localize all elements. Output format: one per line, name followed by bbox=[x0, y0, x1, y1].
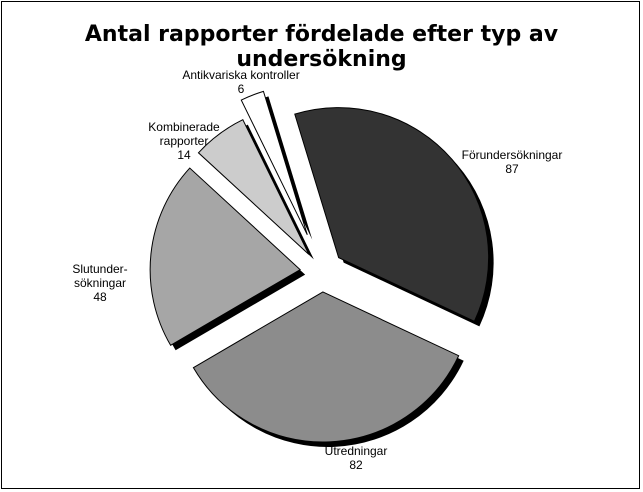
slice bbox=[149, 167, 301, 346]
slice-value: 82 bbox=[349, 458, 363, 472]
slice-group bbox=[240, 90, 313, 240]
slice-label: Slutunder- sökningar bbox=[72, 262, 128, 290]
slice bbox=[240, 90, 308, 236]
slice-group bbox=[192, 291, 464, 447]
slice-label: Utredningar bbox=[324, 444, 388, 458]
slice-value: 6 bbox=[237, 82, 245, 96]
slice-group bbox=[197, 119, 314, 260]
slice bbox=[197, 119, 310, 255]
slice bbox=[192, 291, 460, 443]
slice-label: Antikvariska kontroller bbox=[182, 68, 300, 82]
slice-label: Förundersökningar bbox=[461, 148, 563, 162]
chart-title: Antal rapporter fördelade efter typ av u… bbox=[84, 22, 559, 72]
slice-value: 48 bbox=[93, 290, 107, 304]
slice-value: 87 bbox=[505, 162, 519, 176]
slice bbox=[294, 107, 490, 323]
slice-label: Kombinerade rapporter bbox=[148, 120, 220, 148]
slice-group bbox=[294, 107, 494, 327]
slice-group bbox=[149, 167, 306, 351]
slice-value: 14 bbox=[177, 148, 191, 162]
